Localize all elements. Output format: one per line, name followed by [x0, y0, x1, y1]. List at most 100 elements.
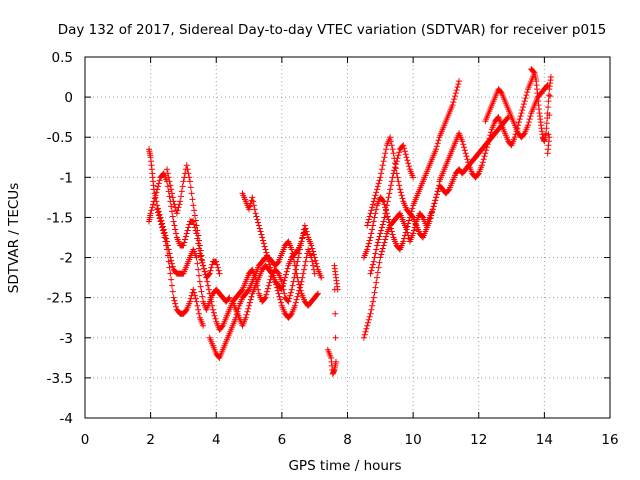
x-axis-label: GPS time / hours: [288, 458, 401, 474]
data-point: [181, 239, 188, 246]
data-point: [427, 215, 434, 222]
data-point: [184, 166, 191, 173]
data-point: [172, 226, 179, 233]
data-point: [332, 334, 339, 341]
data-point: [168, 203, 175, 210]
y-tick-label: 0: [64, 90, 73, 106]
data-point: [218, 323, 225, 330]
data-point: [366, 213, 373, 220]
data-point: [383, 146, 390, 153]
data-point: [177, 193, 184, 200]
data-point: [369, 298, 376, 305]
data-point: [171, 297, 178, 304]
data-point: [282, 271, 289, 278]
data-point: [525, 119, 532, 126]
data-point: [198, 288, 205, 295]
data-point: [545, 131, 552, 138]
data-point: [304, 231, 311, 238]
data-point: [292, 262, 298, 269]
data-point: [375, 236, 382, 243]
data-point: [487, 132, 494, 139]
data-point: [273, 284, 280, 291]
data-point: [366, 237, 373, 244]
data-point: [279, 283, 286, 290]
data-point: [463, 153, 470, 160]
data-point: [381, 154, 388, 161]
data-point: [302, 225, 309, 232]
data-point: [366, 313, 373, 320]
data-point: [365, 219, 372, 226]
data-point: [149, 204, 156, 211]
data-point: [287, 292, 294, 299]
data-point: [523, 92, 530, 99]
data-point: [264, 288, 271, 295]
data-point: [199, 293, 206, 300]
data-point: [369, 261, 376, 268]
data-point: [434, 140, 441, 147]
data-point: [516, 116, 523, 123]
data-point: [206, 290, 213, 297]
data-point: [375, 264, 382, 271]
data-point: [367, 210, 374, 217]
data-point: [287, 289, 294, 296]
data-point: [161, 234, 168, 241]
data-point: [480, 156, 487, 163]
data-point: [155, 212, 162, 219]
data-point: [404, 223, 411, 230]
data-point: [278, 286, 285, 293]
data-point: [374, 239, 381, 246]
data-point: [176, 201, 183, 208]
data-point: [445, 187, 452, 194]
data-point: [377, 230, 384, 237]
data-point: [190, 286, 197, 293]
y-tick-label: -1.5: [47, 210, 73, 226]
data-point: [483, 144, 490, 151]
data-point: [517, 113, 524, 120]
data-point: [377, 254, 384, 261]
data-point: [401, 235, 408, 242]
data-point: [174, 207, 181, 214]
data-point: [382, 210, 389, 217]
x-tick-label: 8: [343, 432, 352, 448]
data-point: [197, 283, 204, 290]
data-point: [157, 218, 164, 225]
data-point: [311, 270, 318, 277]
data-point: [402, 229, 409, 236]
data-point: [374, 183, 381, 190]
data-point: [194, 227, 201, 234]
data-point: [397, 186, 403, 193]
data-point: [390, 170, 397, 177]
data-point: [370, 198, 377, 205]
data-point: [313, 260, 320, 267]
data-point: [216, 270, 223, 277]
data-point: [388, 178, 395, 185]
data-point: [150, 198, 157, 205]
data-point: [297, 281, 304, 288]
data-point: [295, 290, 302, 297]
data-point: [286, 295, 293, 302]
data-point: [380, 158, 387, 165]
data-point: [301, 222, 308, 229]
data-point: [296, 284, 303, 291]
data-point: [365, 319, 372, 326]
data-point: [460, 141, 467, 148]
data-point: [169, 194, 176, 201]
data-point: [383, 206, 390, 213]
data-point: [388, 228, 395, 235]
data-point: [314, 290, 321, 297]
data-point: [288, 286, 295, 293]
data-point: [284, 265, 291, 272]
data-point: [515, 119, 522, 126]
data-point: [213, 258, 220, 265]
data-point: [159, 224, 166, 231]
data-point: [365, 216, 372, 223]
data-point: [246, 203, 253, 210]
data-point: [465, 159, 472, 166]
data-point: [185, 224, 192, 231]
data-point: [367, 270, 374, 277]
data-point: [281, 290, 288, 297]
data-point: [191, 292, 198, 299]
data-point: [370, 258, 377, 265]
data-point: [246, 206, 253, 213]
data-point: [435, 137, 442, 144]
